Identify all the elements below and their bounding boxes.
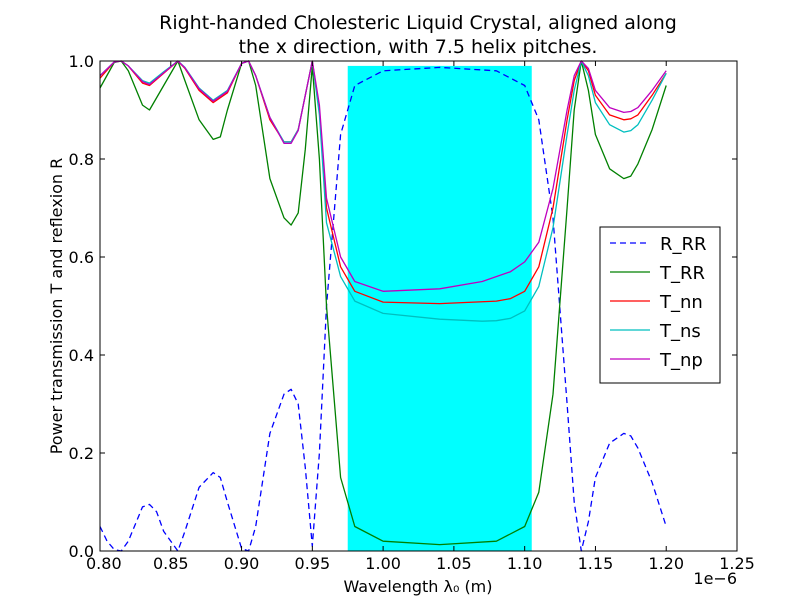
x-tick-label: 1.15 [578,554,614,573]
plot-frame [99,60,738,552]
legend-box [599,226,721,384]
x-tick-label: 0.85 [153,554,189,573]
y-tick-label: 0.6 [69,248,94,267]
x-tick-label: 0.80 [86,554,122,573]
y-tick-label: 0.0 [69,542,94,561]
x-tick-label: 1.10 [507,554,543,573]
y-tick-label: 1.0 [69,52,94,71]
chart-title-line2: the x direction, with 7.5 helix pitches. [239,36,598,58]
x-tick-label: 0.95 [295,554,331,573]
x-tick-label: 1.20 [648,554,684,573]
y-tick-label: 0.8 [69,150,94,169]
y-axis-label: Power transmission T and reflexion R [47,158,66,455]
legend-label: R_RR [660,234,707,255]
x-offset-label: 1e−6 [693,569,737,588]
bandgap-region [347,65,532,552]
legend: R_RR T_RR T_nn T_ns T_np [599,226,721,384]
x-tick-label: 1.00 [365,554,401,573]
legend-label: T_ns [659,321,701,342]
y-tick-label: 0.4 [69,346,94,365]
x-tick-label: 0.90 [224,554,260,573]
chart-title-line1: Right-handed Cholesteric Liquid Crystal,… [159,12,677,34]
x-axis-label: Wavelength λ₀ (m) [343,577,492,596]
series-line-r-rr [99,66,667,552]
legend-label: T_nn [659,292,703,313]
x-tick-label: 1.25 [719,554,755,573]
y-tick-label: 0.2 [69,444,94,463]
legend-label: T_np [659,350,703,371]
x-tick-label: 1.05 [436,554,472,573]
legend-label: T_RR [659,263,705,284]
